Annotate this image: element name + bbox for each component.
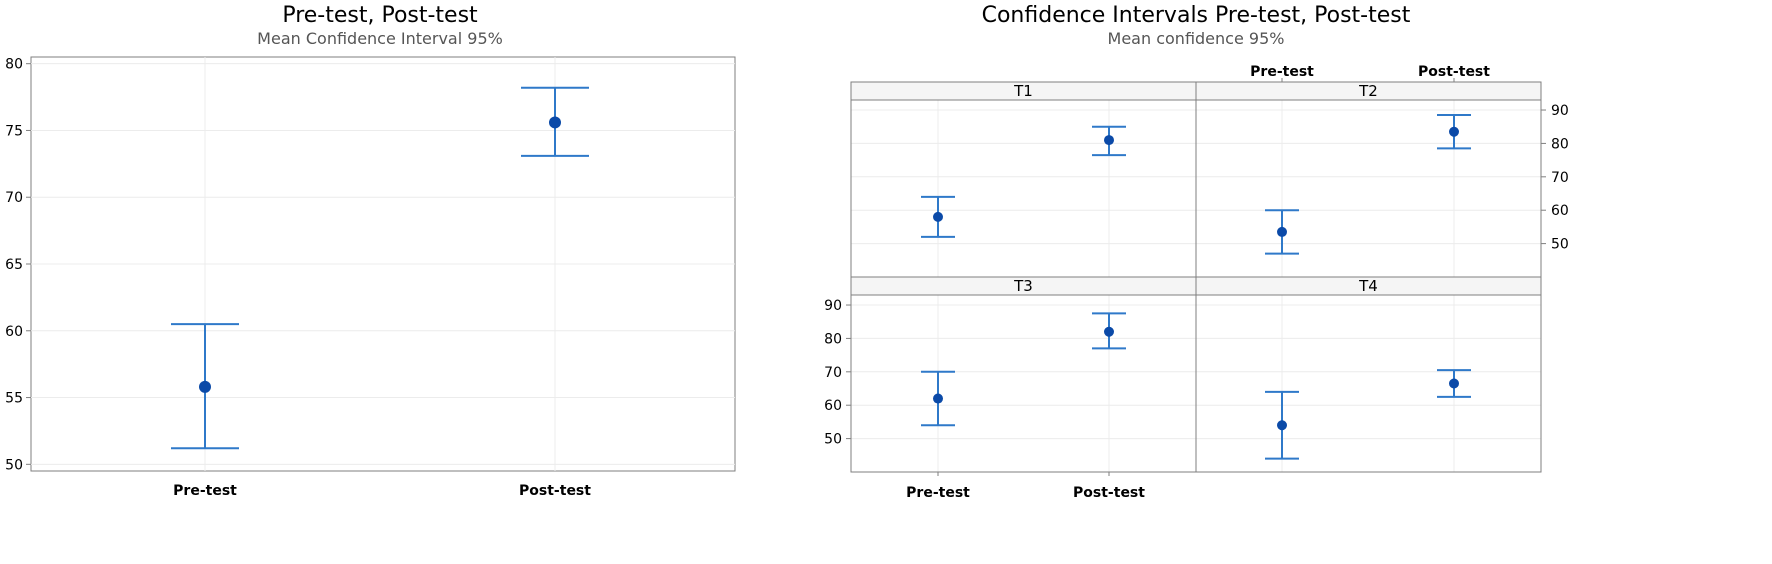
left-post-test-mean-point [549,116,561,129]
chart-right-top-tick-pretest: Pre-test [1250,64,1314,80]
y-tick-label-60: 60 [5,324,23,340]
panel-t1-post-test-mean-point [1104,135,1114,146]
chart-right-x-tick-marks [937,78,1455,476]
panel-t3-post-test-mean-point [1104,326,1114,337]
left-y-tick-label-70: 70 [824,365,842,381]
chart-left-marks [171,86,589,450]
chart-right-top-tick-posttest: Post-test [1418,64,1490,80]
left-y-tick-label-80: 80 [824,331,842,347]
left-y-tick-label-60: 60 [824,398,842,414]
left-y-tick-label-90: 90 [824,298,842,314]
chart-right: Confidence Intervals Pre-test, Post-test… [824,3,1569,501]
panel-t2-post-test-mean-point [1449,126,1459,137]
right-y-tick-label-80: 80 [1551,136,1569,152]
panel-strip-label: T1 [1013,82,1033,100]
panel-frame [1195,276,1542,473]
panel-t1: T1 [850,81,1197,278]
chart-left-x-tick-posttest: Post-test [519,483,591,499]
y-tick-label-80: 80 [5,57,23,73]
panel-strip [1195,276,1542,296]
right-y-tick-label-90: 90 [1551,103,1569,119]
chart-left-subtitle: Mean Confidence Interval 95% [257,29,503,48]
y-tick-label-55: 55 [5,391,23,407]
panel-t3-pre-test-mean-point [933,393,943,404]
panel-t3: T3 [850,276,1197,473]
panel-t1-pre-test-mean-point [933,211,943,222]
chart-left-title: Pre-test, Post-test [282,3,478,28]
chart-right-bottom-tick-pretest: Pre-test [906,485,970,501]
right-y-tick-label-50: 50 [1551,237,1569,253]
panel-t4: T4 [1195,276,1542,473]
panel-t2: T2 [1195,81,1542,278]
chart-right-title: Confidence Intervals Pre-test, Post-test [982,3,1411,28]
panel-strip [1195,81,1542,101]
left-pre-test-mean-point [199,380,211,393]
panel-strip-label: T3 [1013,277,1033,295]
panel-frame [850,81,1197,278]
left-y-tick-label-50: 50 [824,432,842,448]
chart-left-y-axis: 50 55 60 65 70 75 80 [5,57,31,473]
chart-right-bottom-tick-posttest: Post-test [1073,485,1145,501]
y-tick-label-50: 50 [5,457,23,473]
y-tick-label-65: 65 [5,257,23,273]
panel-t4-post-test-mean-point [1449,378,1459,389]
panel-frame [850,276,1197,473]
chart-left: Pre-test, Post-test Mean Confidence Inte… [5,3,736,499]
panel-t2-pre-test-mean-point [1277,226,1287,237]
y-tick-label-70: 70 [5,190,23,206]
panel-strip-label: T2 [1358,82,1378,100]
panel-strip-label: T4 [1358,277,1378,295]
chart-right-y-axis-right: 50 60 70 80 90 [1541,103,1569,253]
chart-right-subtitle: Mean confidence 95% [1108,29,1285,48]
panel-frame [1195,81,1542,278]
chart-left-x-tick-pretest: Pre-test [173,483,237,499]
right-y-tick-label-70: 70 [1551,170,1569,186]
y-tick-label-75: 75 [5,123,23,139]
panel-t4-pre-test-mean-point [1277,420,1287,431]
right-y-tick-label-60: 60 [1551,203,1569,219]
chart-right-panels: T1 T2 T3 T4 50 60 70 80 90 50 60 70 80 90 [824,78,1569,476]
chart-right-y-axis-left: 50 60 70 80 90 [824,298,851,448]
